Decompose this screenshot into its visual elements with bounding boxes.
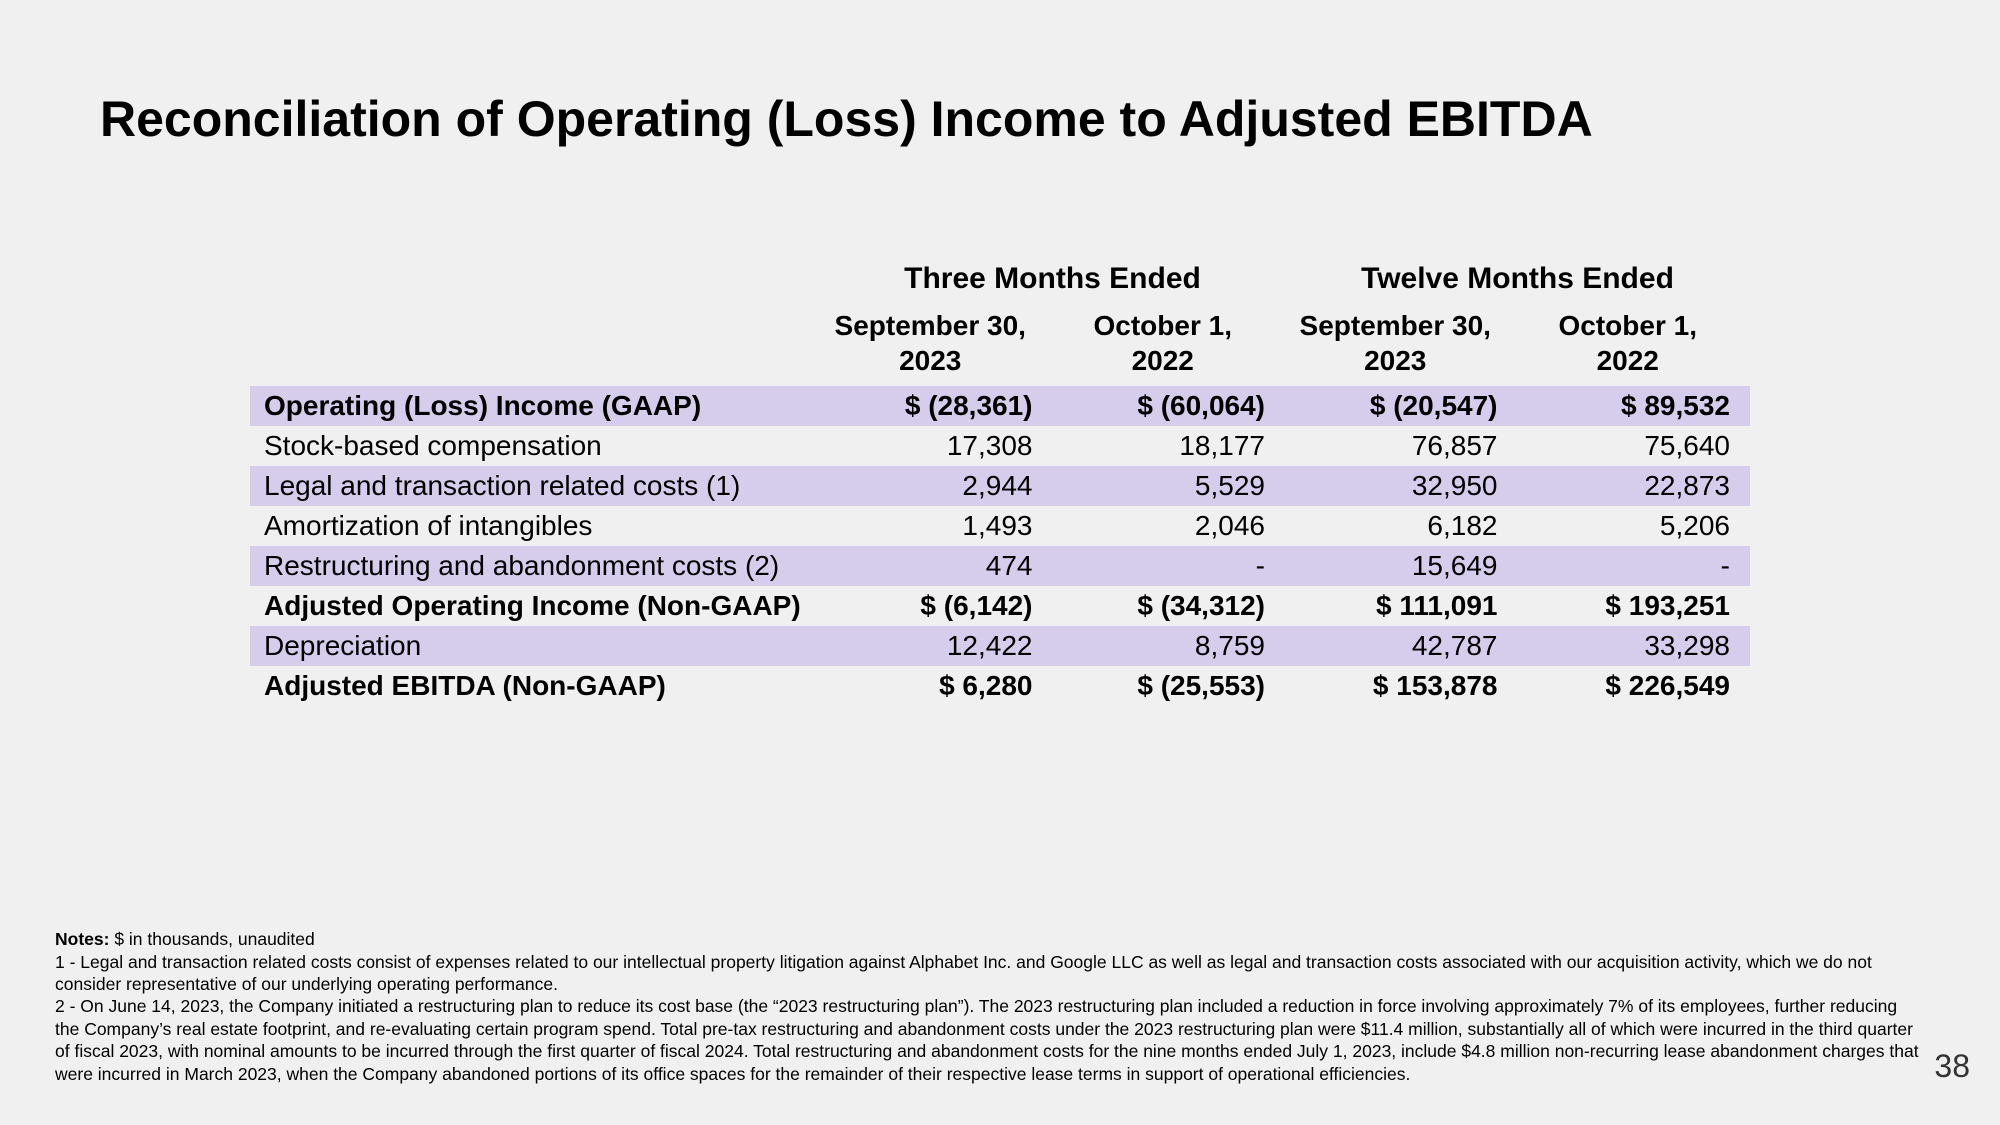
- row-value: 474: [820, 546, 1053, 586]
- header-spacer: [250, 258, 820, 304]
- row-value: 5,529: [1053, 466, 1286, 506]
- row-value: 76,857: [1285, 426, 1518, 466]
- column-group-three-months: Three Months Ended: [820, 258, 1285, 304]
- table-row: Adjusted EBITDA (Non-GAAP)$ 6,280$ (25,5…: [250, 666, 1750, 706]
- footnote-item: 1 - Legal and transaction related costs …: [55, 952, 1872, 994]
- row-value: $ (6,142): [820, 586, 1053, 626]
- table-row: Stock-based compensation17,30818,17776,8…: [250, 426, 1750, 466]
- row-value: 18,177: [1053, 426, 1286, 466]
- row-label: Adjusted Operating Income (Non-GAAP): [250, 586, 820, 626]
- row-value: $ 6,280: [820, 666, 1053, 706]
- table-row: Amortization of intangibles1,4932,0466,1…: [250, 506, 1750, 546]
- table-row: Depreciation12,4228,75942,78733,298: [250, 626, 1750, 666]
- row-value: 17,308: [820, 426, 1053, 466]
- row-value: 8,759: [1053, 626, 1286, 666]
- row-value: $ (60,064): [1053, 386, 1286, 426]
- slide: Reconciliation of Operating (Loss) Incom…: [0, 0, 2000, 1125]
- date-header: September 30,2023: [1285, 304, 1518, 386]
- row-label: Adjusted EBITDA (Non-GAAP): [250, 666, 820, 706]
- date-header: October 1,2022: [1518, 304, 1751, 386]
- row-label: Restructuring and abandonment costs (2): [250, 546, 820, 586]
- row-value: 33,298: [1518, 626, 1751, 666]
- row-value: 22,873: [1518, 466, 1751, 506]
- footnote-item: 2 - On June 14, 2023, the Company initia…: [55, 996, 1919, 1083]
- table-row: Adjusted Operating Income (Non-GAAP)$ (6…: [250, 586, 1750, 626]
- table-row: Legal and transaction related costs (1)2…: [250, 466, 1750, 506]
- row-value: 6,182: [1285, 506, 1518, 546]
- row-value: $ (25,553): [1053, 666, 1286, 706]
- row-value: -: [1053, 546, 1286, 586]
- table-body: Operating (Loss) Income (GAAP)$ (28,361)…: [250, 386, 1750, 706]
- row-value: 2,944: [820, 466, 1053, 506]
- header-spacer: [250, 304, 820, 386]
- table-row: Operating (Loss) Income (GAAP)$ (28,361)…: [250, 386, 1750, 426]
- date-header-row: September 30,2023 October 1,2022 Septemb…: [250, 304, 1750, 386]
- row-value: $ 153,878: [1285, 666, 1518, 706]
- footnotes: Notes: $ in thousands, unaudited 1 - Leg…: [55, 928, 1920, 1085]
- row-value: $ (34,312): [1053, 586, 1286, 626]
- row-label: Amortization of intangibles: [250, 506, 820, 546]
- row-value: 12,422: [820, 626, 1053, 666]
- page-title: Reconciliation of Operating (Loss) Incom…: [100, 90, 1900, 148]
- date-header: October 1,2022: [1053, 304, 1286, 386]
- row-value: $ (20,547): [1285, 386, 1518, 426]
- row-value: -: [1518, 546, 1751, 586]
- row-value: $ (28,361): [820, 386, 1053, 426]
- row-value: 1,493: [820, 506, 1053, 546]
- row-value: 32,950: [1285, 466, 1518, 506]
- row-value: $ 193,251: [1518, 586, 1751, 626]
- table-row: Restructuring and abandonment costs (2)4…: [250, 546, 1750, 586]
- row-value: $ 111,091: [1285, 586, 1518, 626]
- ebitda-table: Three Months Ended Twelve Months Ended S…: [250, 258, 1750, 706]
- column-group-twelve-months: Twelve Months Ended: [1285, 258, 1750, 304]
- column-group-header-row: Three Months Ended Twelve Months Ended: [250, 258, 1750, 304]
- row-value: $ 226,549: [1518, 666, 1751, 706]
- row-label: Operating (Loss) Income (GAAP): [250, 386, 820, 426]
- ebitda-table-wrap: Three Months Ended Twelve Months Ended S…: [250, 258, 1750, 706]
- row-label: Legal and transaction related costs (1): [250, 466, 820, 506]
- row-value: 42,787: [1285, 626, 1518, 666]
- row-value: 5,206: [1518, 506, 1751, 546]
- row-label: Stock-based compensation: [250, 426, 820, 466]
- page-number: 38: [1934, 1048, 1970, 1085]
- row-value: 15,649: [1285, 546, 1518, 586]
- date-header: September 30,2023: [820, 304, 1053, 386]
- notes-intro: $ in thousands, unaudited: [109, 929, 314, 949]
- row-value: 75,640: [1518, 426, 1751, 466]
- row-value: $ 89,532: [1518, 386, 1751, 426]
- notes-label: Notes:: [55, 929, 109, 949]
- row-label: Depreciation: [250, 626, 820, 666]
- row-value: 2,046: [1053, 506, 1286, 546]
